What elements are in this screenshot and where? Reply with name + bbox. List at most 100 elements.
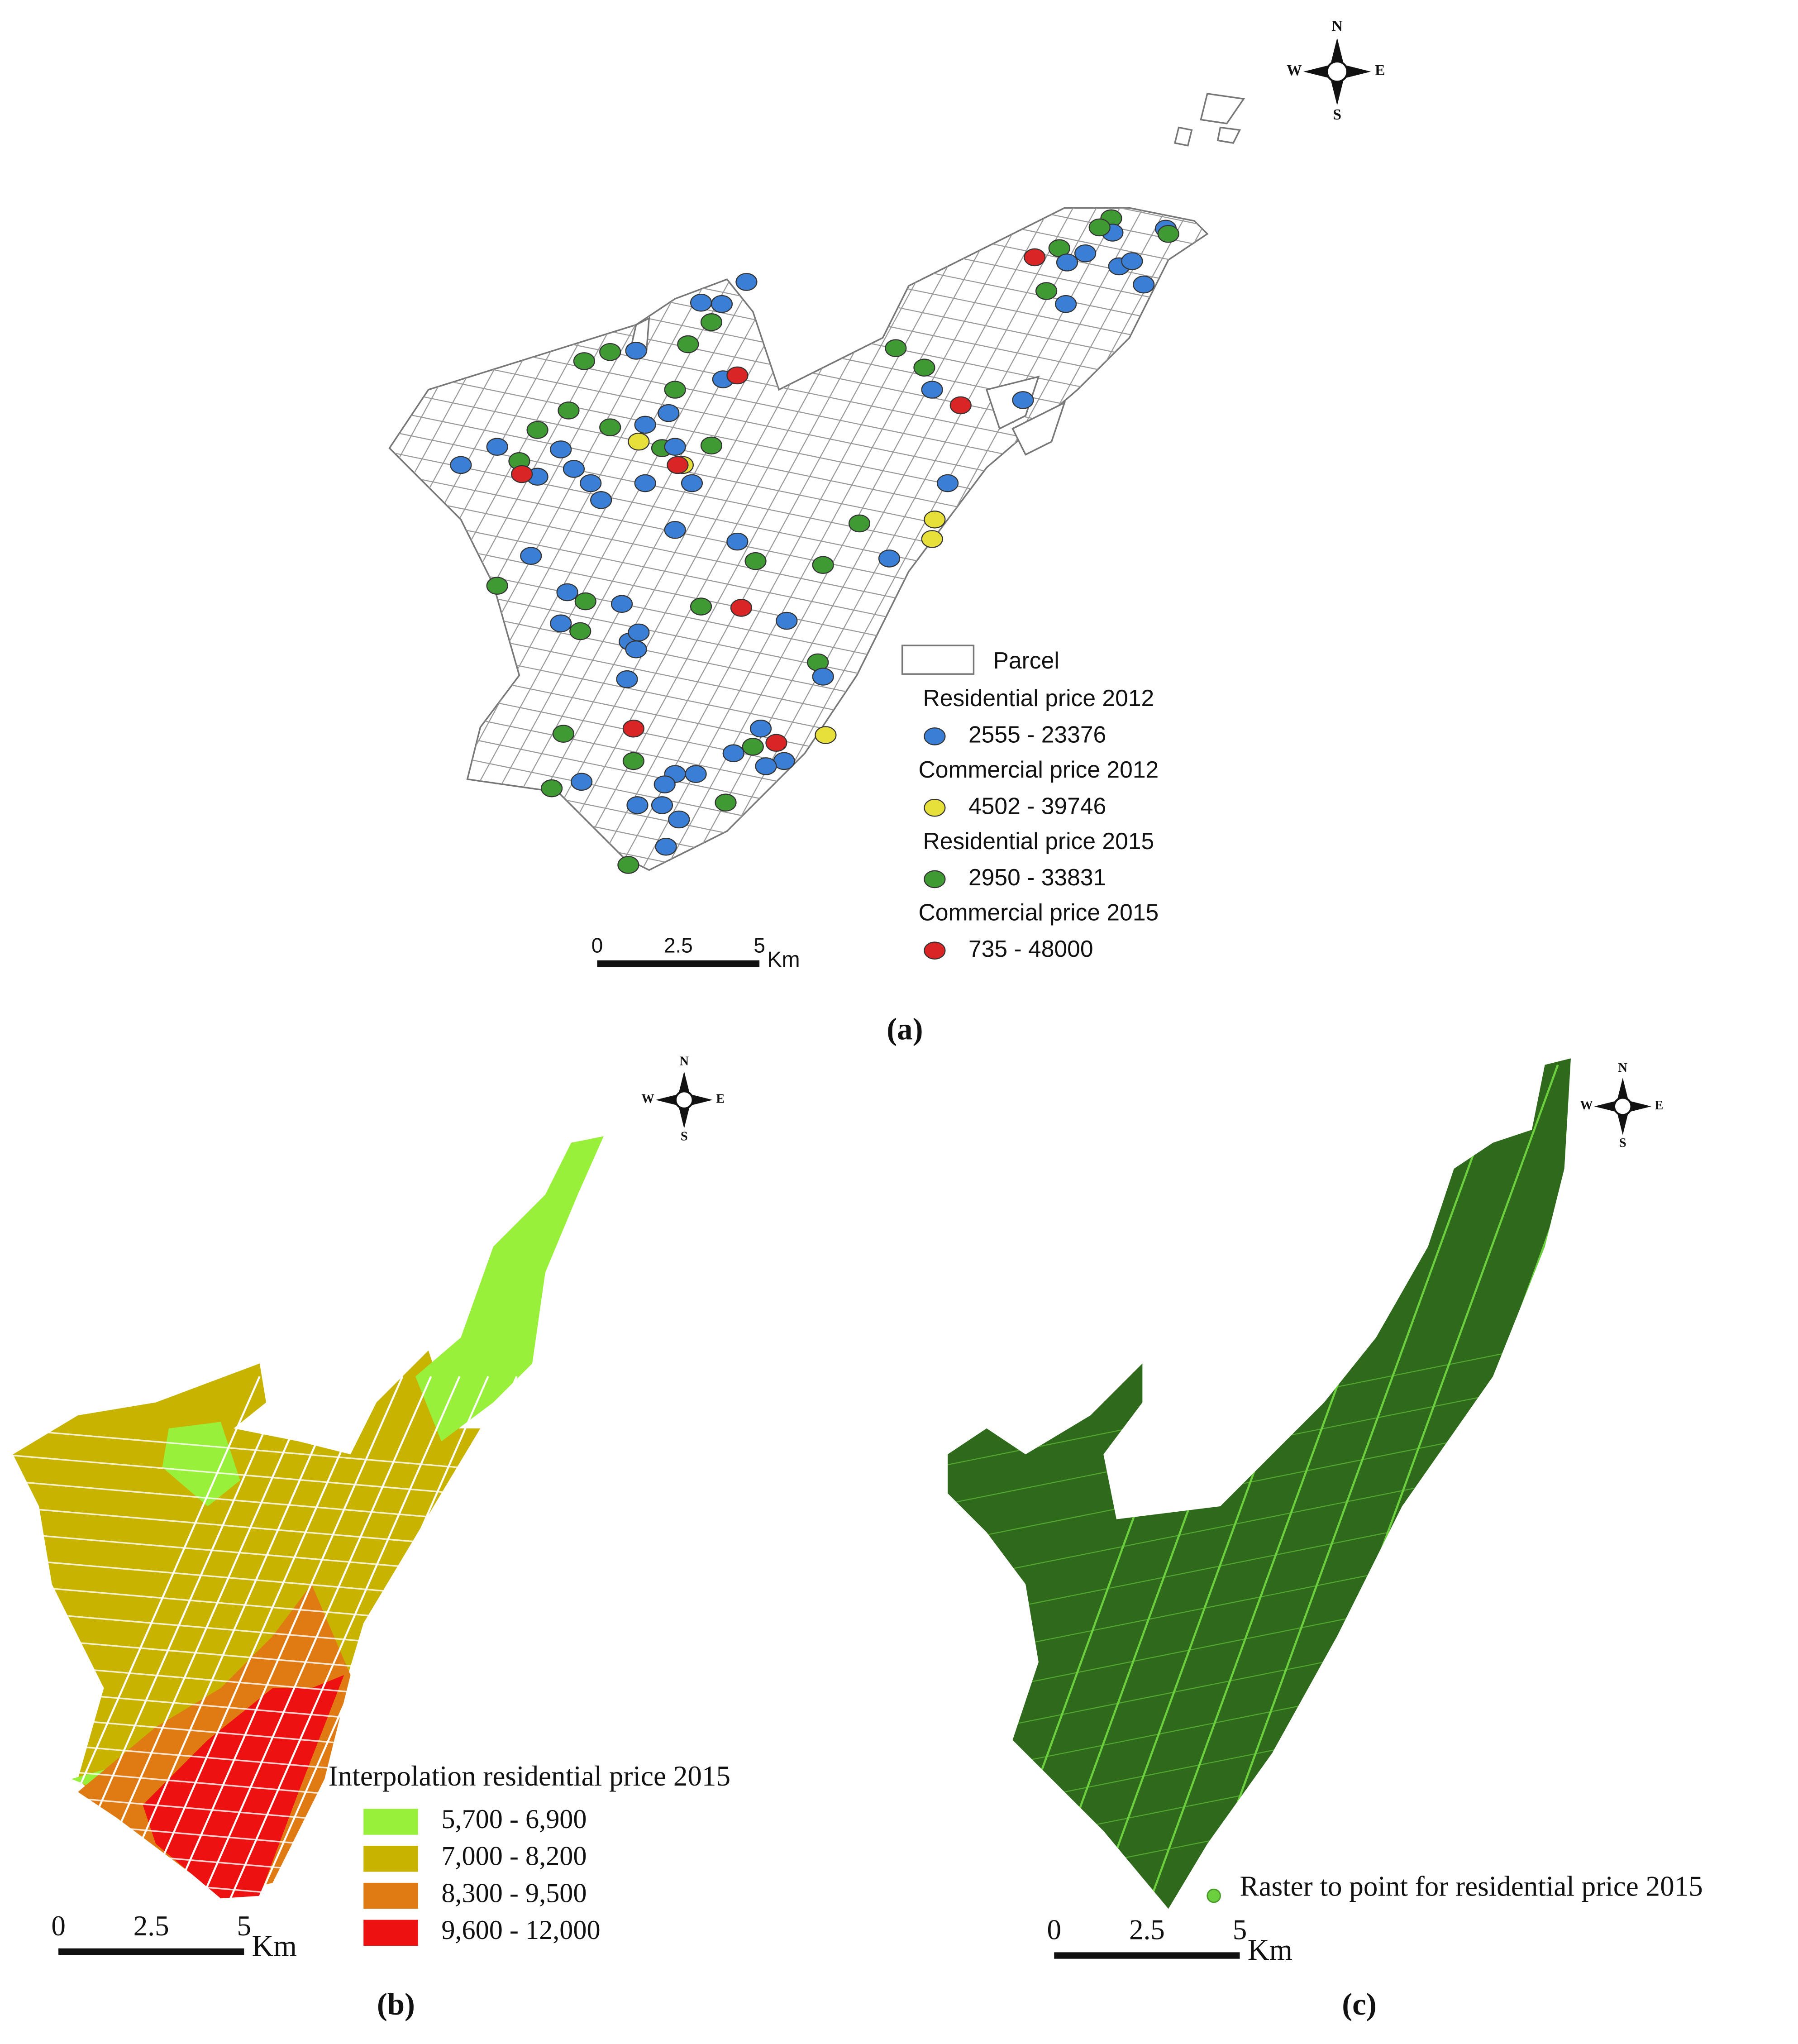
legend-swatch (363, 1882, 418, 1909)
compass-e: E (1655, 1098, 1663, 1113)
price-point (677, 335, 699, 353)
legend-marker (924, 727, 946, 745)
parcel-line (389, 208, 473, 870)
price-point (921, 530, 943, 548)
price-point (558, 401, 580, 420)
street (0, 1739, 610, 1793)
street (539, 1376, 775, 1910)
price-point (681, 474, 703, 492)
price-point (622, 719, 644, 738)
price-point (722, 744, 744, 762)
price-zone (415, 1136, 604, 1442)
parcel-line (363, 1049, 1246, 1231)
price-point (664, 438, 686, 456)
legend-label: 2950 - 33831 (968, 864, 1106, 890)
legend-marker (924, 941, 946, 960)
street (0, 1713, 610, 1767)
price-point (599, 343, 621, 361)
scale-label: 5 (1233, 1914, 1247, 1946)
street (167, 1376, 404, 1910)
parcel-line (1251, 195, 1641, 909)
compass-center (674, 1090, 694, 1110)
price-point (1133, 275, 1155, 294)
parcel-line (1111, 208, 1207, 870)
price-point (628, 623, 650, 642)
compass-s: S (1333, 106, 1341, 123)
parcel-line (363, 0, 1246, 130)
price-point (552, 725, 575, 743)
legend-swatch (363, 1920, 418, 1946)
parcel-line (363, 0, 1246, 151)
price-point (634, 415, 656, 434)
legend-label: 2555 - 23376 (968, 721, 1106, 748)
parcel-line (1181, 208, 1207, 870)
parcel-map (0, 0, 1664, 1231)
street (596, 1376, 832, 1910)
price-point (848, 514, 871, 533)
price-point (913, 358, 935, 377)
price-point (573, 352, 595, 370)
price-point (1088, 218, 1111, 237)
price-point (742, 738, 764, 756)
raster-street (1610, 1065, 1798, 1922)
compass-w: W (641, 1092, 654, 1106)
price-point (730, 599, 753, 617)
parcel-line (389, 841, 1207, 870)
price-point (599, 418, 621, 436)
price-point (744, 552, 767, 570)
street (482, 1376, 718, 1910)
price-point (574, 592, 596, 611)
street (0, 1583, 610, 1637)
price-point (541, 779, 563, 798)
scale-bar (1054, 1952, 1240, 1959)
price-point (812, 556, 834, 574)
price-point (664, 381, 686, 399)
price-point (569, 622, 591, 640)
price-point (1121, 252, 1143, 270)
price-point (571, 773, 593, 791)
legend-title: Interpolation residential price 2015 (329, 1760, 730, 1792)
legend-marker (924, 870, 946, 888)
parcel-line (1275, 195, 1664, 909)
parcel-line (363, 0, 1246, 68)
street (0, 1609, 610, 1663)
price-point (765, 734, 787, 752)
price-point (776, 611, 798, 630)
legend-label: 5,700 - 6,900 (441, 1804, 587, 1834)
parcel-line (0, 195, 286, 909)
price-point (812, 668, 834, 686)
street (0, 1765, 610, 1819)
price-point (885, 339, 907, 357)
legend-heading: Residential price 2015 (923, 828, 1154, 854)
parcel-line (667, 208, 1058, 870)
price-point (526, 421, 548, 439)
scale-unit: Km (767, 947, 800, 972)
compass-e: E (716, 1092, 725, 1106)
parcel-line (1134, 208, 1207, 870)
street (0, 1505, 610, 1559)
street (0, 1843, 610, 1897)
price-point (878, 549, 901, 568)
price-point (590, 491, 612, 509)
price-point (755, 757, 777, 775)
scale-label: 2.5 (1129, 1914, 1165, 1946)
parcel-fragment (1216, 126, 1241, 144)
street (82, 1376, 318, 1910)
legend-swatch (363, 1846, 418, 1872)
price-point (690, 597, 712, 616)
scale-label: 0 (1047, 1914, 1062, 1946)
scale-label: 5 (754, 933, 765, 957)
parcel-line (1228, 195, 1618, 909)
parcel-line (363, 1008, 1246, 1189)
raster-street (948, 1337, 1571, 1468)
price-point (667, 456, 689, 474)
parcel-line (620, 208, 1011, 870)
street (139, 1376, 375, 1910)
raster-map (948, 1058, 1798, 1922)
price-point (616, 670, 638, 688)
street (0, 1531, 610, 1585)
price-point (921, 381, 943, 399)
scale-unit: Km (1248, 1934, 1292, 1967)
price-point (622, 752, 644, 770)
parcel-line (389, 208, 450, 870)
